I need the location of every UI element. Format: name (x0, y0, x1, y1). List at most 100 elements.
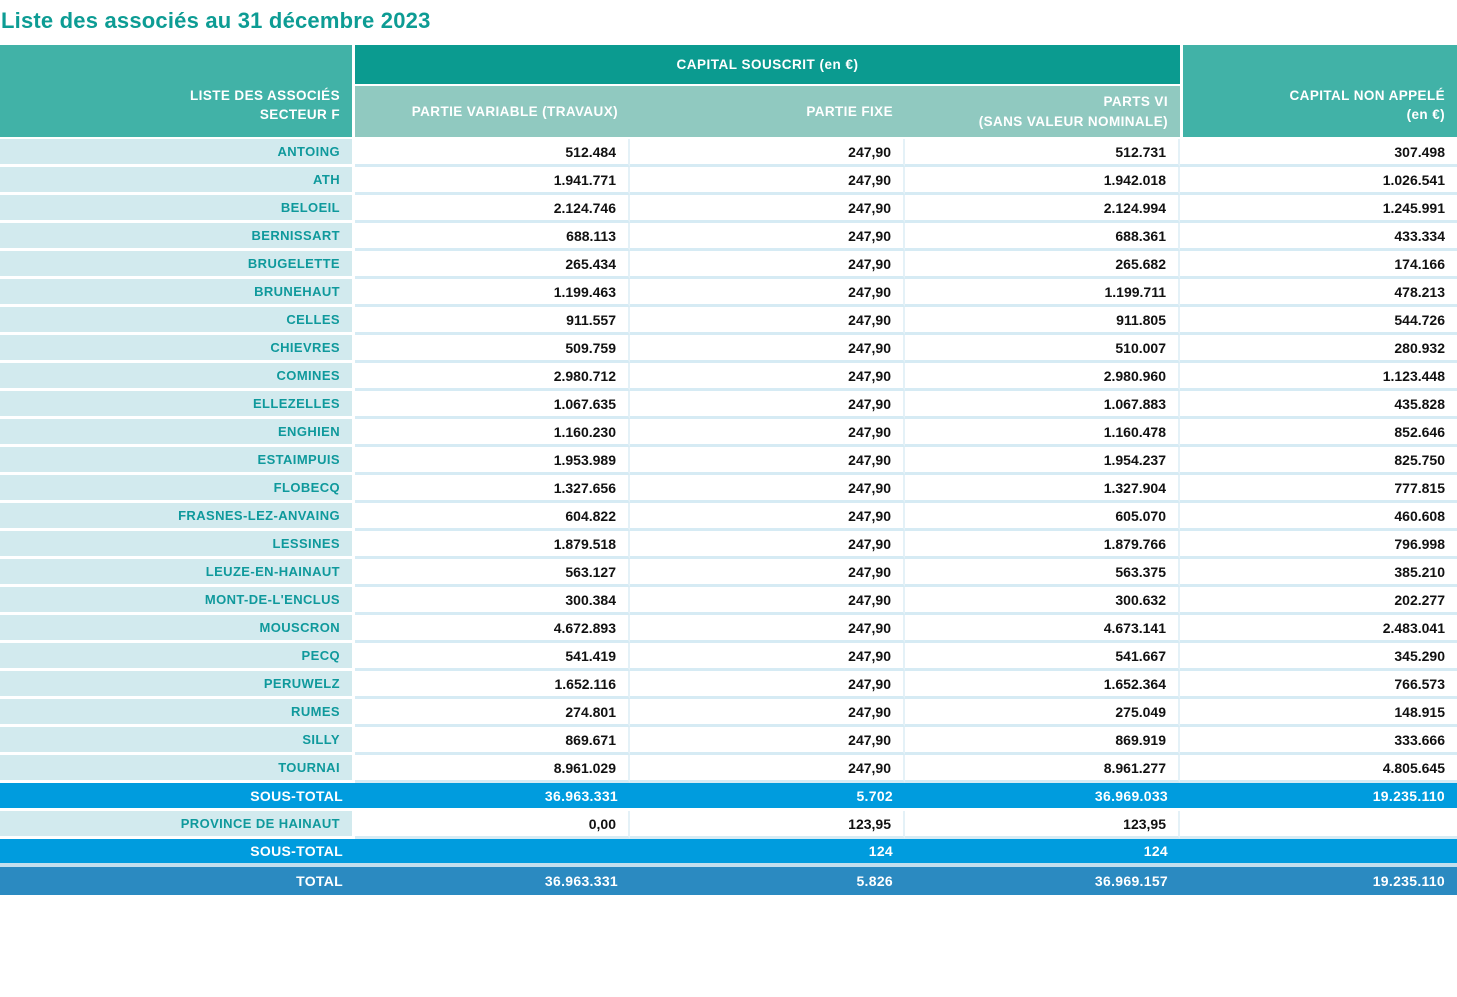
subtotal-row-communes: SOUS-TOTAL 36.963.331 5.702 36.969.033 1… (0, 783, 1457, 811)
partie-fixe-value: 247,90 (630, 167, 905, 195)
parts-vi-value: 265.682 (905, 251, 1180, 279)
commune-label: ELLEZELLES (0, 391, 355, 419)
capital-non-appele-value: 202.277 (1180, 587, 1457, 615)
parts-vi-value: 8.961.277 (905, 755, 1180, 783)
partie-fixe-value: 247,90 (630, 223, 905, 251)
partie-fixe-value: 247,90 (630, 363, 905, 391)
partie-variable-value: 274.801 (355, 699, 630, 727)
parts-vi-value: 688.361 (905, 223, 1180, 251)
commune-label: CHIEVRES (0, 335, 355, 363)
commune-label: ENGHIEN (0, 419, 355, 447)
partie-fixe-value: 247,90 (630, 587, 905, 615)
partie-variable-value: 4.672.893 (355, 615, 630, 643)
partie-variable-value: 604.822 (355, 503, 630, 531)
commune-label: ESTAIMPUIS (0, 447, 355, 475)
capital-non-appele-value: 435.828 (1180, 391, 1457, 419)
capital-non-appele-value (1180, 811, 1457, 839)
capital-non-appele-value: 544.726 (1180, 307, 1457, 335)
total-parts-vi: 36.969.157 (905, 867, 1180, 895)
partie-fixe-value: 247,90 (630, 643, 905, 671)
group-header-row: LISTE DES ASSOCIÉS SECTEUR F CAPITAL SOU… (0, 45, 1457, 139)
partie-variable-value: 563.127 (355, 559, 630, 587)
table-row: SILLY 869.671 247,90 869.919 333.666 (0, 727, 1457, 755)
commune-label: FLOBECQ (0, 475, 355, 503)
subtotal-label: SOUS-TOTAL (0, 783, 355, 811)
column-header-capital-non-appele: CAPITAL NON APPELÉ (en €) (1180, 45, 1457, 139)
commune-label: RUMES (0, 699, 355, 727)
capital-non-appele-value: 460.608 (1180, 503, 1457, 531)
table-row: LEUZE-EN-HAINAUT 563.127 247,90 563.375 … (0, 559, 1457, 587)
commune-label: ATH (0, 167, 355, 195)
parts-vi-value: 1.327.904 (905, 475, 1180, 503)
partie-fixe-value: 247,90 (630, 755, 905, 783)
capital-non-appele-value: 433.334 (1180, 223, 1457, 251)
partie-variable-value: 869.671 (355, 727, 630, 755)
partie-fixe-value: 247,90 (630, 335, 905, 363)
partie-variable-value: 1.199.463 (355, 279, 630, 307)
commune-label: FRASNES-LEZ-ANVAING (0, 503, 355, 531)
partie-fixe-value: 247,90 (630, 503, 905, 531)
commune-label: CELLES (0, 307, 355, 335)
parts-vi-value: 123,95 (905, 811, 1180, 839)
table-row: PECQ 541.419 247,90 541.667 345.290 (0, 643, 1457, 671)
parts-vi-value: 1.954.237 (905, 447, 1180, 475)
subtotal-partie-variable: 36.963.331 (355, 783, 630, 811)
total-label: TOTAL (0, 867, 355, 895)
capital-non-appele-value: 1.245.991 (1180, 195, 1457, 223)
table-row: TOURNAI 8.961.029 247,90 8.961.277 4.805… (0, 755, 1457, 783)
total-capital-non-appele: 19.235.110 (1180, 867, 1457, 895)
group-header-capital-souscrit: CAPITAL SOUSCRIT (en €) (355, 45, 1180, 86)
commune-label: LEUZE-EN-HAINAUT (0, 559, 355, 587)
parts-vi-value: 510.007 (905, 335, 1180, 363)
table-row: RUMES 274.801 247,90 275.049 148.915 (0, 699, 1457, 727)
partie-variable-value: 1.067.635 (355, 391, 630, 419)
parts-vi-value: 1.652.364 (905, 671, 1180, 699)
capital-non-appele-value: 796.998 (1180, 531, 1457, 559)
page-title: Liste des associés au 31 décembre 2023 (1, 8, 431, 33)
sub-header-row: PARTIE VARIABLE (TRAVAUX) PARTIE FIXE PA… (0, 86, 1457, 139)
capital-non-appele-value: 385.210 (1180, 559, 1457, 587)
table-row: ANTOING 512.484 247,90 512.731 307.498 (0, 139, 1457, 167)
parts-vi-value: 541.667 (905, 643, 1180, 671)
partie-fixe-value: 247,90 (630, 475, 905, 503)
partie-fixe-value: 247,90 (630, 531, 905, 559)
parts-vi-value: 2.980.960 (905, 363, 1180, 391)
table-row: COMINES 2.980.712 247,90 2.980.960 1.123… (0, 363, 1457, 391)
parts-vi-value: 1.879.766 (905, 531, 1180, 559)
table-row: BRUGELETTE 265.434 247,90 265.682 174.16… (0, 251, 1457, 279)
partie-variable-value: 1.327.656 (355, 475, 630, 503)
commune-label: BRUNEHAUT (0, 279, 355, 307)
partie-fixe-value: 247,90 (630, 615, 905, 643)
partie-variable-value: 8.961.029 (355, 755, 630, 783)
partie-variable-value: 1.879.518 (355, 531, 630, 559)
capital-non-appele-value: 852.646 (1180, 419, 1457, 447)
table-row: MOUSCRON 4.672.893 247,90 4.673.141 2.48… (0, 615, 1457, 643)
partie-fixe-value: 247,90 (630, 391, 905, 419)
partie-variable-value: 0,00 (355, 811, 630, 839)
parts-vi-value: 869.919 (905, 727, 1180, 755)
commune-label: TOURNAI (0, 755, 355, 783)
partie-variable-value: 2.124.746 (355, 195, 630, 223)
table-row: ATH 1.941.771 247,90 1.942.018 1.026.541 (0, 167, 1457, 195)
table-row: FLOBECQ 1.327.656 247,90 1.327.904 777.8… (0, 475, 1457, 503)
parts-vi-value: 300.632 (905, 587, 1180, 615)
total-row: TOTAL 36.963.331 5.826 36.969.157 19.235… (0, 867, 1457, 895)
partie-variable-value: 688.113 (355, 223, 630, 251)
commune-label: PERUWELZ (0, 671, 355, 699)
corner-header-liste-des-associes: LISTE DES ASSOCIÉS SECTEUR F (0, 45, 355, 139)
partie-fixe-value: 247,90 (630, 279, 905, 307)
partie-variable-value: 509.759 (355, 335, 630, 363)
table-row: ENGHIEN 1.160.230 247,90 1.160.478 852.6… (0, 419, 1457, 447)
column-header-parts-vi: PARTS VI (SANS VALEUR NOMINALE) (905, 86, 1180, 139)
table-row: ESTAIMPUIS 1.953.989 247,90 1.954.237 82… (0, 447, 1457, 475)
capital-non-appele-value: 307.498 (1180, 139, 1457, 167)
capital-non-appele-value: 2.483.041 (1180, 615, 1457, 643)
partie-fixe-value: 123,95 (630, 811, 905, 839)
subtotal-partie-fixe: 5.702 (630, 783, 905, 811)
column-header-partie-variable: PARTIE VARIABLE (TRAVAUX) (355, 86, 630, 139)
parts-vi-value: 1.067.883 (905, 391, 1180, 419)
parts-vi-value: 2.124.994 (905, 195, 1180, 223)
partie-variable-value: 265.434 (355, 251, 630, 279)
capital-non-appele-value: 148.915 (1180, 699, 1457, 727)
commune-label: LESSINES (0, 531, 355, 559)
